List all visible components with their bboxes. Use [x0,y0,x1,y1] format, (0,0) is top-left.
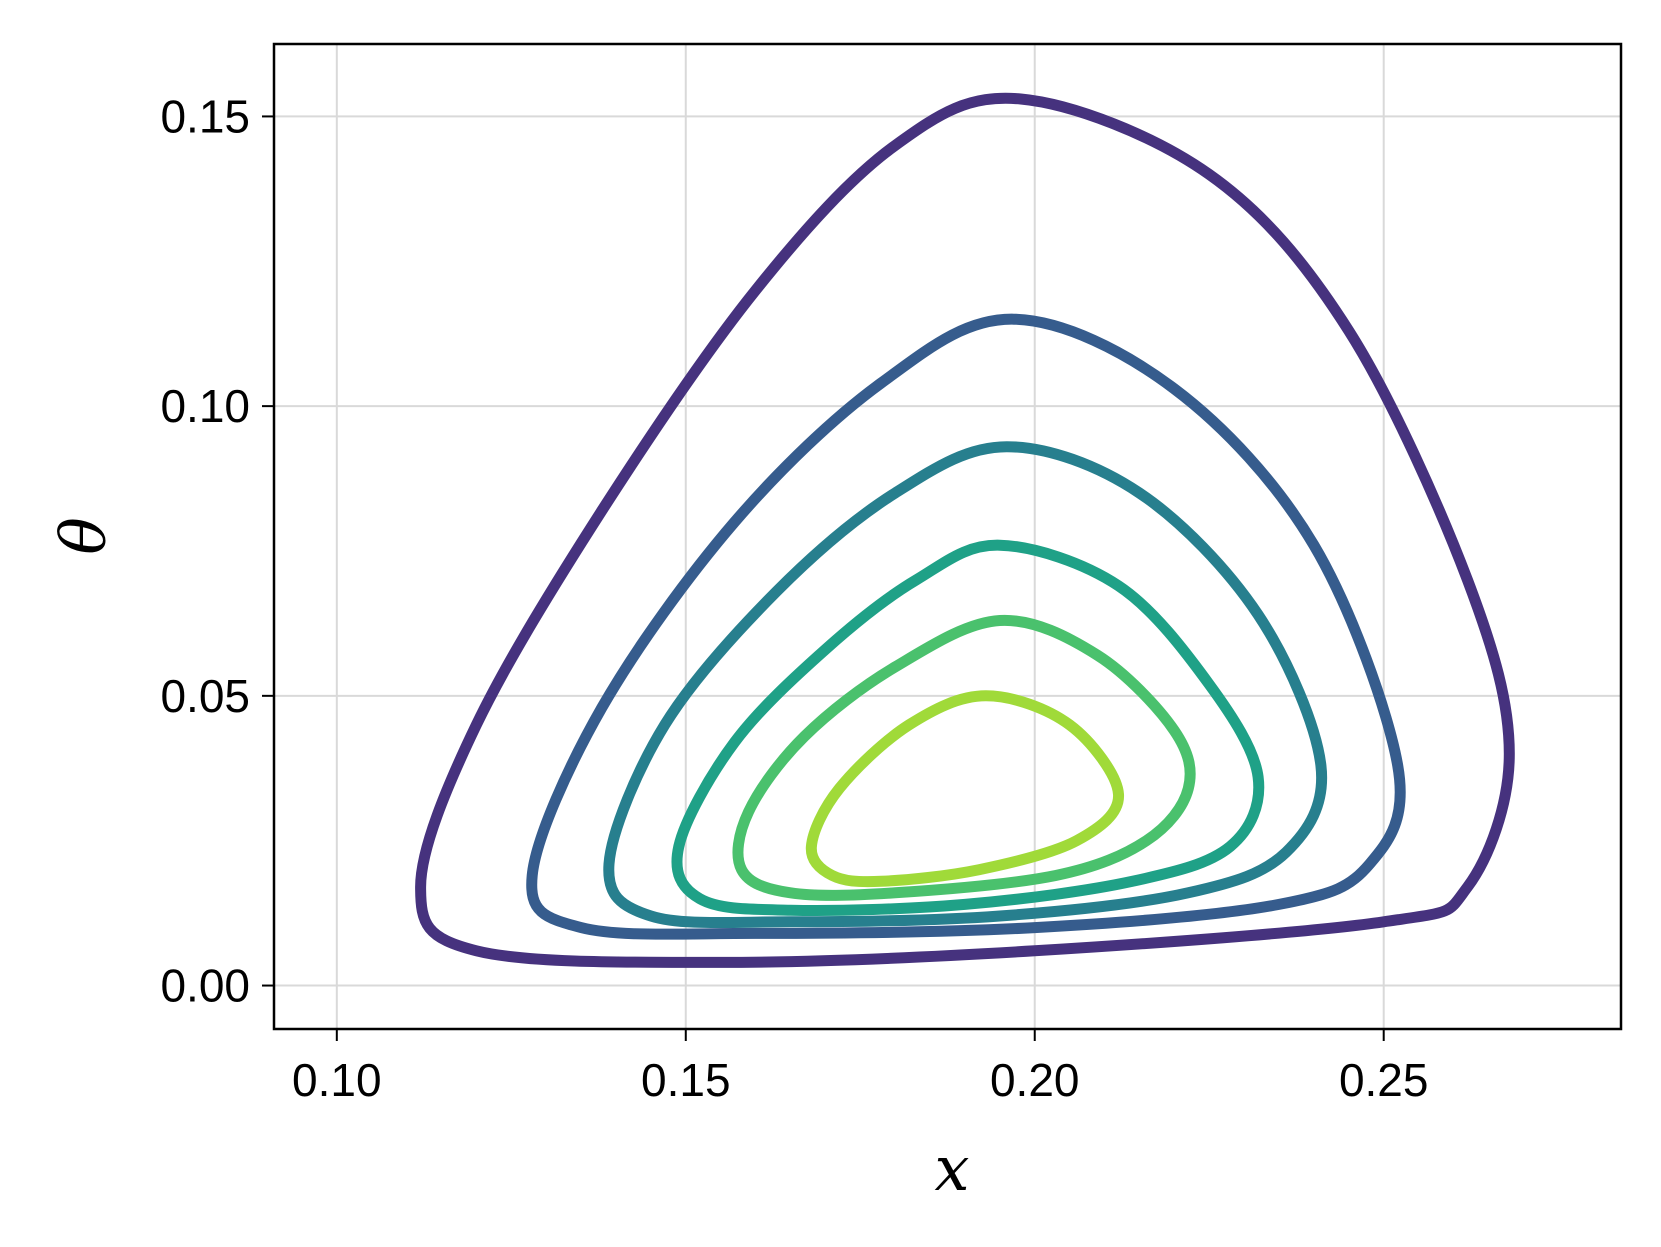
orbit-curves [415,92,1515,968]
y-tick-label: 0.00 [160,960,250,1012]
orbit-curve [671,539,1265,916]
orbit-curve [732,614,1196,901]
x-tick-label: 0.15 [641,1054,731,1106]
x-axis-label: x [935,1132,970,1205]
y-tick-label: 0.05 [160,670,250,722]
grid [274,44,1621,1029]
y-tick-label: 0.15 [160,90,250,142]
orbit-curve [526,313,1406,940]
x-tick-label: 0.10 [292,1054,382,1106]
x-tick-label: 0.20 [990,1054,1080,1106]
y-axis-label: θ [47,517,120,554]
orbit-curve [805,690,1124,888]
x-tick-label: 0.25 [1339,1054,1429,1106]
orbit-curve [415,92,1515,968]
orbit-curve [603,441,1328,929]
axis-ticks: 0.10 0.15 0.20 0.25 0.00 0.05 0.10 0.15 [160,90,1428,1106]
y-tick-label: 0.10 [160,380,250,432]
plot-frame [272,42,1623,1031]
